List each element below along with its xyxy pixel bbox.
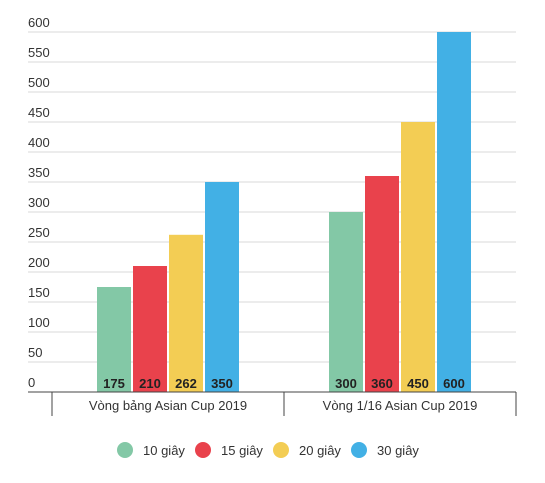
bar: [205, 182, 239, 392]
legend-label: 10 giây: [143, 443, 185, 458]
bar-value-label: 600: [443, 376, 465, 391]
legend-item: 15 giây: [195, 442, 263, 458]
bars: [97, 32, 471, 392]
legend-swatch: [351, 442, 367, 458]
y-axis-tick-labels: 0 50 100 150 200 250 300 350 400 450 500 550 600: [28, 15, 50, 390]
bar: [365, 176, 399, 392]
y-tick-label: 500: [28, 75, 50, 90]
bar-value-label: 300: [335, 376, 357, 391]
x-category-label: Vòng 1/16 Asian Cup 2019: [323, 398, 478, 413]
y-tick-label: 250: [28, 225, 50, 240]
bar-value-label: 360: [371, 376, 393, 391]
bar-value-labels: 175 210 262 350 300 360 450 600: [103, 376, 465, 391]
y-tick-label: 350: [28, 165, 50, 180]
y-tick-label: 450: [28, 105, 50, 120]
y-tick-label: 600: [28, 15, 50, 30]
x-axis: Vòng bảng Asian Cup 2019 Vòng 1/16 Asian …: [28, 391, 517, 416]
legend-swatch: [195, 442, 211, 458]
y-tick-label: 150: [28, 285, 50, 300]
bar-value-label: 262: [175, 376, 197, 391]
bar-value-label: 175: [103, 376, 125, 391]
x-category-label: Vòng bảng Asian Cup 2019: [89, 398, 247, 413]
legend-item: 10 giây: [117, 442, 185, 458]
legend: 10 giây 15 giây 20 giây 30 giây: [117, 442, 419, 458]
y-tick-label: 100: [28, 315, 50, 330]
y-tick-label: 550: [28, 45, 50, 60]
bar: [401, 122, 435, 392]
legend-label: 15 giây: [221, 443, 263, 458]
legend-item: 30 giây: [351, 442, 419, 458]
legend-label: 30 giây: [377, 443, 419, 458]
legend-swatch: [117, 442, 133, 458]
y-tick-label: 400: [28, 135, 50, 150]
bar: [133, 266, 167, 392]
legend-label: 20 giây: [299, 443, 341, 458]
y-tick-label: 200: [28, 255, 50, 270]
bar-value-label: 450: [407, 376, 429, 391]
bar: [329, 212, 363, 392]
y-tick-label: 0: [28, 375, 35, 390]
y-tick-label: 300: [28, 195, 50, 210]
bar: [437, 32, 471, 392]
bar: [97, 287, 131, 392]
bar-value-label: 350: [211, 376, 233, 391]
legend-item: 20 giây: [273, 442, 341, 458]
bar-value-label: 210: [139, 376, 161, 391]
legend-swatch: [273, 442, 289, 458]
y-tick-label: 50: [28, 345, 42, 360]
bar: [169, 234, 203, 392]
